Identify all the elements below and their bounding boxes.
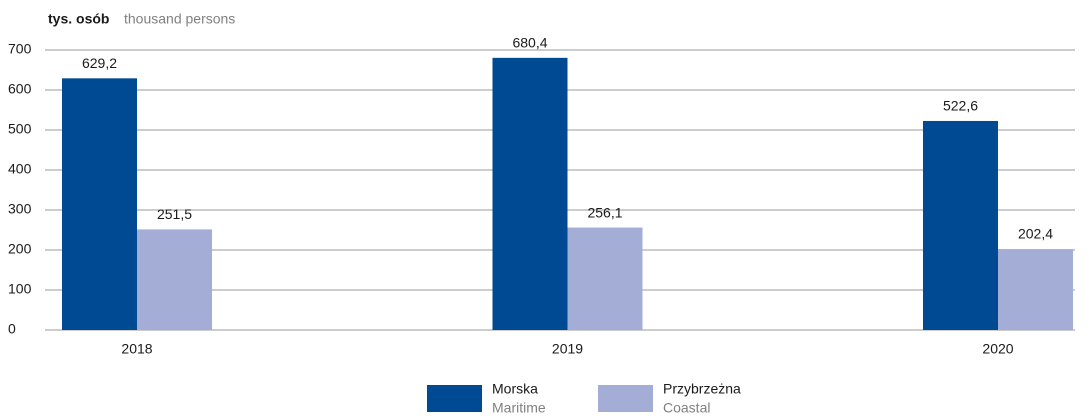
data-label: 629,2 — [82, 55, 117, 71]
y-axis-label: tys. osób — [48, 11, 109, 27]
x-tick-label: 2020 — [982, 341, 1013, 357]
y-tick-label: 300 — [8, 201, 32, 217]
y-tick-label: 400 — [8, 161, 32, 177]
y-tick-label: 600 — [8, 81, 32, 97]
legend-label: Przybrzeżna — [663, 381, 741, 397]
legend-label-en: Coastal — [663, 400, 710, 416]
bar — [62, 78, 137, 330]
bar — [492, 57, 568, 331]
y-tick-label: 100 — [8, 281, 32, 297]
data-label: 256,1 — [587, 204, 622, 220]
y-tick-label: 700 — [8, 41, 32, 57]
data-label: 202,4 — [1018, 226, 1053, 242]
data-label: 522,6 — [943, 98, 978, 114]
bar — [567, 227, 643, 330]
legend-label-en: Maritime — [492, 400, 546, 416]
y-tick-label: 200 — [8, 241, 32, 257]
legend-swatch — [427, 385, 482, 412]
y-axis-label-en: thousand persons — [124, 11, 235, 27]
y-tick-label: 500 — [8, 121, 32, 137]
legend-label: Morska — [492, 381, 538, 397]
legend-swatch — [598, 385, 653, 412]
data-label: 251,5 — [157, 206, 192, 222]
x-tick-label: 2019 — [552, 341, 583, 357]
y-tick-label: 0 — [8, 321, 16, 337]
data-label: 680,4 — [512, 35, 547, 51]
bar — [998, 249, 1073, 330]
bar — [137, 229, 212, 330]
bar — [923, 120, 998, 331]
x-tick-label: 2018 — [121, 341, 152, 357]
